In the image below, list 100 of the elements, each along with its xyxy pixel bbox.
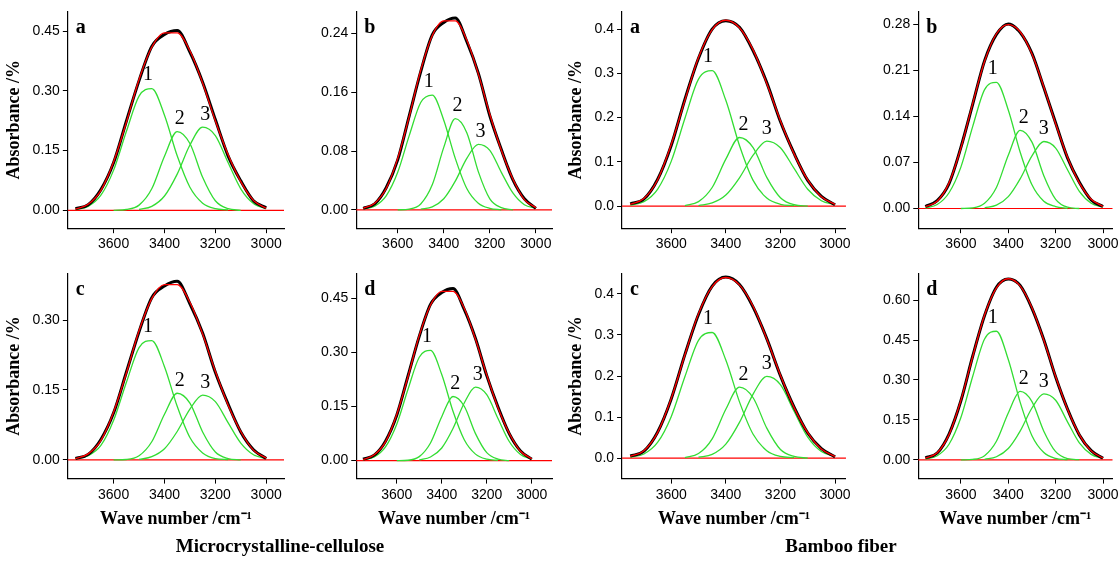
chart-title: a <box>630 14 641 37</box>
y-tick-label: 0.0 <box>594 196 615 213</box>
annotation: 3 <box>472 362 483 385</box>
x-tick-label: 3600 <box>655 485 687 502</box>
x-tick-label: 3400 <box>148 485 181 502</box>
annotation: 2 <box>450 371 461 394</box>
y-tick-label: 0.4 <box>594 284 615 301</box>
chart-title: a <box>75 14 86 37</box>
x-tick-label: 3400 <box>710 485 742 502</box>
annotation: 1 <box>142 62 153 85</box>
x-tick-label: 3600 <box>98 485 130 502</box>
y-tick-label: 0.15 <box>32 141 61 158</box>
x-tick-label: 3000 <box>1087 485 1119 502</box>
y-tick-label: 0.45 <box>32 22 61 39</box>
annotation: 1 <box>987 304 998 327</box>
x-tick-label: 3600 <box>945 485 977 502</box>
y-tick-label: 0.21 <box>883 61 911 78</box>
y-tick-label: 0.15 <box>883 410 911 427</box>
y-tick-label: 0.00 <box>32 450 61 467</box>
annotation: 1 <box>987 55 998 78</box>
y-tick-label: 0.3 <box>594 325 615 342</box>
x-tick-label: 3400 <box>426 485 458 502</box>
chart-title: d <box>926 276 938 299</box>
x-tick-label: 3400 <box>992 485 1025 502</box>
x-tick-label: 3200 <box>474 235 506 252</box>
x-tick-label: 3200 <box>471 485 503 502</box>
x-tick-label: 3400 <box>428 235 460 252</box>
text: Microcrystalline-cellulose <box>174 535 386 557</box>
annotation: 2 <box>452 93 463 116</box>
annotation: 1 <box>703 44 714 67</box>
x-tick-label: 3200 <box>1040 485 1072 502</box>
y-tick-label: 0.15 <box>32 380 61 397</box>
y-tick-label: 0.15 <box>321 397 349 414</box>
y-axis-title: Absorbance /% <box>3 60 24 180</box>
chart-title: b <box>364 14 376 37</box>
x-axis-title: Wave number /cm⁻¹ <box>378 507 531 528</box>
x-tick-label: 3200 <box>764 235 797 252</box>
annotation: 3 <box>761 351 772 374</box>
x-tick-label: 3200 <box>199 235 232 252</box>
x-axis-title: Wave number /cm⁻¹ <box>657 507 811 528</box>
x-tick-label: 3400 <box>710 235 742 252</box>
x-axis-title: Wave number /cm⁻¹ <box>939 507 1092 528</box>
annotation: 1 <box>423 68 434 91</box>
x-tick-label: 3400 <box>148 235 181 252</box>
y-tick-label: 0.14 <box>883 107 911 124</box>
annotation: 3 <box>200 102 211 125</box>
y-tick-label: 0.4 <box>594 19 615 36</box>
x-tick-label: 3600 <box>655 235 687 252</box>
chart-title: c <box>75 276 85 299</box>
annotation: 1 <box>422 324 433 347</box>
x-tick-label: 3000 <box>819 235 851 252</box>
annotation: 2 <box>1018 365 1029 388</box>
annotation: 3 <box>1038 368 1049 391</box>
x-tick-label: 3600 <box>381 485 413 502</box>
y-tick-label: 0.30 <box>321 343 349 360</box>
annotation: 1 <box>142 313 153 336</box>
text: Bamboo fiber <box>784 535 898 557</box>
y-axis-title: Absorbance /% <box>3 316 24 436</box>
annotation: 1 <box>703 306 714 329</box>
annotation: 3 <box>761 115 772 138</box>
x-tick-label: 3400 <box>992 235 1025 252</box>
x-tick-label: 3200 <box>1040 235 1072 252</box>
y-axis-title: Absorbance /% <box>565 316 586 436</box>
x-tick-label: 3600 <box>382 235 414 252</box>
annotation: 2 <box>174 105 185 128</box>
x-tick-label: 3000 <box>1087 235 1119 252</box>
y-tick-label: 0.3 <box>594 64 615 81</box>
y-tick-label: 0.08 <box>321 141 349 158</box>
y-tick-label: 0.1 <box>594 152 615 169</box>
x-tick-label: 3200 <box>199 485 232 502</box>
chart-title: d <box>364 276 376 299</box>
x-tick-label: 3000 <box>250 485 282 502</box>
annotation: 3 <box>200 369 211 392</box>
x-tick-label: 3000 <box>520 235 552 252</box>
x-axis-title: Wave number /cm⁻¹ <box>99 507 252 528</box>
y-tick-label: 0.1 <box>594 407 615 424</box>
y-tick-label: 0.30 <box>32 310 61 327</box>
annotation: 2 <box>738 361 749 384</box>
annotation: 2 <box>174 367 185 390</box>
x-tick-label: 3600 <box>98 235 130 252</box>
annotation: 2 <box>1018 104 1029 127</box>
x-tick-label: 3200 <box>764 485 797 502</box>
x-tick-label: 3000 <box>250 235 282 252</box>
x-tick-label: 3000 <box>516 485 548 502</box>
chart-title: c <box>630 276 640 299</box>
chart-title: b <box>926 14 938 37</box>
y-axis-title: Absorbance /% <box>565 60 586 180</box>
y-tick-label: 0.45 <box>883 330 911 347</box>
x-tick-label: 3000 <box>819 485 851 502</box>
y-tick-label: 0.00 <box>321 451 349 468</box>
y-tick-label: 0.60 <box>883 290 911 307</box>
y-tick-label: 0.00 <box>32 201 61 218</box>
y-tick-label: 0.30 <box>883 370 911 387</box>
y-tick-label: 0.2 <box>594 366 615 383</box>
y-tick-label: 0.00 <box>883 199 911 216</box>
y-tick-label: 0.00 <box>321 200 349 217</box>
y-tick-label: 0.28 <box>883 15 911 32</box>
annotation: 3 <box>1038 116 1049 139</box>
y-tick-label: 0.24 <box>321 24 349 41</box>
y-tick-label: 0.2 <box>594 108 615 125</box>
